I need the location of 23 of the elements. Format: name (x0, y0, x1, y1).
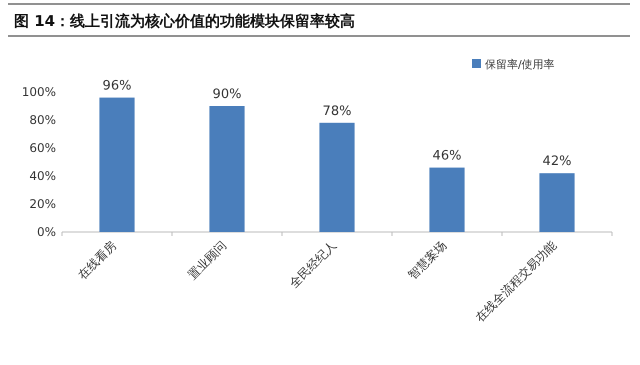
chart-title: 图 14：线上引流为核心价值的功能模块保留率较高 (14, 12, 356, 30)
x-tick-label: 置业顾问 (185, 238, 230, 282)
text: 90% (212, 87, 242, 102)
bar (319, 122, 355, 232)
y-tick-label: 0% (36, 225, 56, 239)
bar (429, 168, 465, 232)
text: 78% (322, 104, 352, 119)
text: 46% (432, 148, 462, 164)
x-tick-label: 在线全流程交易功能 (472, 238, 560, 324)
bar (539, 173, 575, 232)
legend-label: 保留率/使用率 (485, 58, 555, 71)
x-tick-label: 智慧案场 (405, 238, 450, 282)
y-tick-label: 80% (29, 113, 56, 127)
text: 96% (102, 78, 132, 94)
x-tick-label: 全民经纪人 (286, 238, 340, 291)
text: 42% (542, 154, 572, 170)
bar (209, 106, 245, 232)
y-tick-label: 60% (29, 141, 56, 155)
x-tick-label: 在线看房 (75, 238, 120, 282)
y-tick-label: 40% (29, 169, 56, 183)
y-tick-label: 20% (29, 197, 56, 211)
y-tick-label: 100% (22, 85, 56, 99)
bar (99, 98, 135, 232)
